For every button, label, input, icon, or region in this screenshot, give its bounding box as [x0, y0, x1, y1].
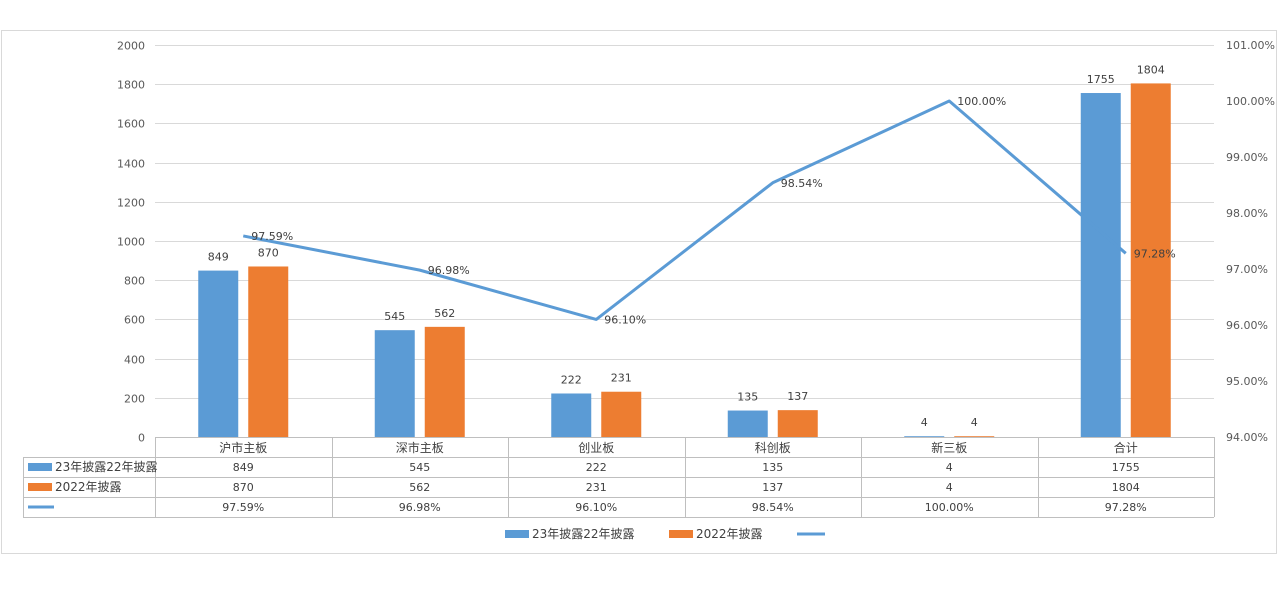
line-data-label: 100.00% [957, 95, 1006, 108]
line-data-label: 97.28% [1134, 247, 1176, 260]
bar [1080, 93, 1121, 438]
table-cell: 96.10% [575, 501, 617, 514]
y-right-tick-label: 98.00% [1226, 207, 1268, 220]
legend-key [669, 530, 693, 538]
y-left-tick-label: 400 [124, 354, 145, 367]
bar-data-label: 562 [434, 307, 455, 320]
bar [904, 436, 945, 437]
y-left-tick-label: 800 [124, 275, 145, 288]
table-cell: 97.28% [1105, 501, 1147, 514]
y-left-tick-label: 1800 [117, 79, 145, 92]
y-right-tick-label: 96.00% [1226, 319, 1268, 332]
bar [1130, 83, 1171, 437]
bar-data-label: 135 [737, 391, 758, 404]
table-cell: 98.54% [752, 501, 794, 514]
bar-data-label: 545 [384, 310, 405, 323]
table-cell: 849 [233, 461, 254, 474]
table-cell: 97.59% [222, 501, 264, 514]
table-cell: 100.00% [925, 501, 974, 514]
bar-data-label: 231 [611, 372, 632, 385]
table-cell: 222 [586, 461, 607, 474]
bar [374, 330, 415, 437]
table-cell: 231 [586, 481, 607, 494]
category-label: 合计 [1114, 440, 1138, 455]
bar [777, 410, 818, 437]
bar-data-label: 222 [561, 373, 582, 386]
table-legend-key [28, 483, 52, 491]
y-left-tick-label: 200 [124, 393, 145, 406]
category-label: 科创板 [755, 441, 791, 455]
y-left-tick-label: 600 [124, 314, 145, 327]
y-right-tick-label: 100.00% [1226, 95, 1275, 108]
y-right-tick-label: 101.00% [1226, 39, 1275, 52]
category-label: 沪市主板 [219, 440, 267, 455]
category-label: 深市主板 [396, 440, 444, 455]
legend-key [505, 530, 529, 538]
bar [424, 326, 465, 437]
table-cell: 135 [762, 461, 783, 474]
category-label: 创业板 [578, 441, 614, 455]
y-left-tick-label: 1000 [117, 236, 145, 249]
table-cell: 1804 [1112, 481, 1140, 494]
y-left-tick-label: 1400 [117, 158, 145, 171]
table-cell: 96.98% [399, 501, 441, 514]
table-series-name: 23年披露22年披露 [55, 460, 158, 474]
table-legend-key [28, 463, 52, 471]
bar-data-label: 137 [787, 390, 808, 403]
y-right-tick-label: 94.00% [1226, 431, 1268, 444]
table-series-name: 2022年披露 [55, 480, 122, 494]
table-cell: 562 [409, 481, 430, 494]
table-cell: 1755 [1112, 461, 1140, 474]
line-data-label: 96.10% [604, 313, 646, 326]
table-cell: 545 [409, 461, 430, 474]
y-right-tick-label: 95.00% [1226, 375, 1268, 388]
y-left-tick-label: 2000 [117, 40, 145, 53]
y-right-tick-label: 99.00% [1226, 151, 1268, 164]
bar-data-label: 870 [258, 246, 279, 259]
y-left-tick-label: 1200 [117, 197, 145, 210]
bar [601, 391, 642, 437]
category-label: 新三板 [931, 440, 967, 455]
bar-data-label: 4 [921, 416, 928, 429]
table-cell: 4 [946, 481, 953, 494]
table-cell: 870 [233, 481, 254, 494]
series-line [242, 99, 1127, 321]
y-left-tick-label: 1600 [117, 118, 145, 131]
bar [727, 410, 768, 437]
bar-data-label: 1755 [1087, 73, 1115, 86]
bar-data-label: 849 [208, 251, 229, 264]
y-left-tick-label: 0 [138, 432, 145, 445]
table-cell: 137 [762, 481, 783, 494]
bar [248, 266, 289, 437]
bar-data-label: 4 [971, 416, 978, 429]
y-right-tick-label: 97.00% [1226, 263, 1268, 276]
bar-data-label: 1804 [1137, 63, 1165, 76]
line-data-label: 97.59% [251, 230, 293, 243]
table-cell: 4 [946, 461, 953, 474]
bar [198, 270, 239, 437]
legend-label: 2022年披露 [696, 527, 763, 541]
line-data-label: 98.54% [781, 177, 823, 190]
bar [954, 436, 995, 437]
legend-label: 23年披露22年披露 [532, 527, 635, 541]
line-data-label: 96.98% [428, 264, 470, 277]
bar [551, 393, 592, 437]
